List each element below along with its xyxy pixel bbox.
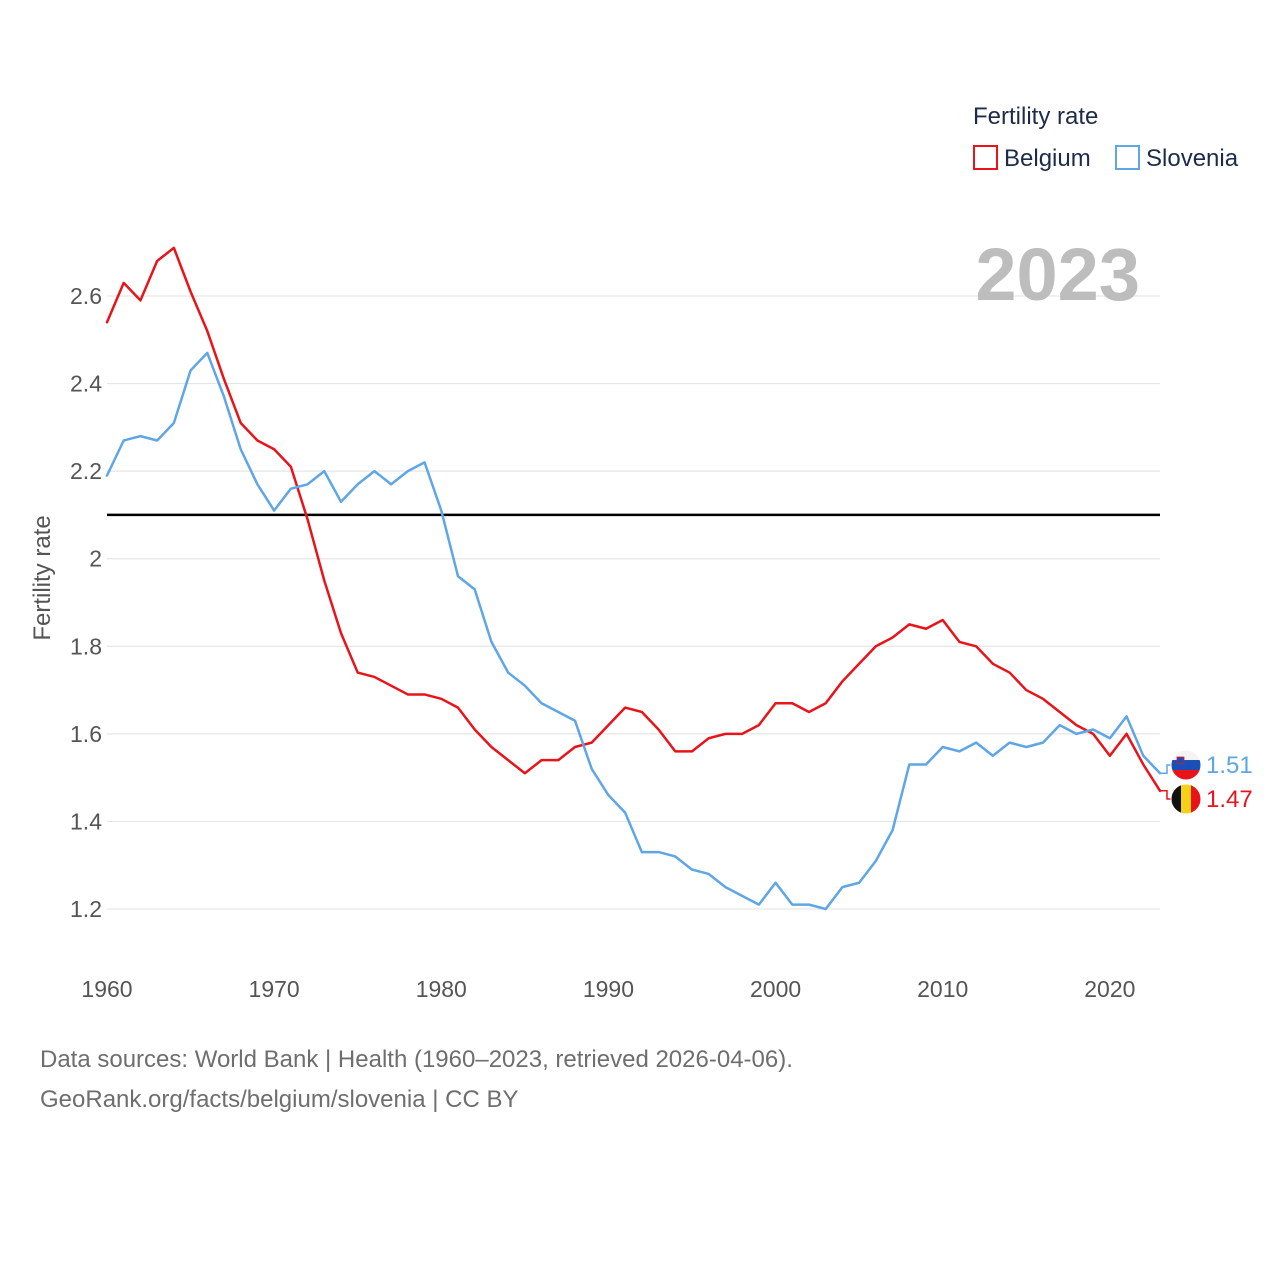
source-footer: Data sources: World Bank | Health (1960–… [40, 1040, 793, 1120]
attribution-line: GeoRank.org/facts/belgium/slovenia | CC … [40, 1086, 519, 1113]
x-tick-label: 1970 [249, 976, 300, 1002]
y-axis-ticks: 1.2 1.4 1.6 1.8 2 2.2 2.4 2.6 [70, 283, 102, 922]
y-tick-label: 1.4 [70, 808, 102, 834]
y-axis-label: Fertility rate [29, 515, 56, 640]
y-tick-label: 2.6 [70, 283, 102, 309]
legend-label-slovenia[interactable]: Slovenia [1146, 145, 1239, 172]
belgium-flag-icon [1170, 783, 1202, 815]
legend-swatch-belgium[interactable] [973, 145, 998, 170]
x-tick-label: 2010 [917, 976, 968, 1002]
y-tick-label: 1.6 [70, 721, 102, 747]
legend-swatch-slovenia[interactable] [1115, 145, 1140, 170]
y-tick-label: 2.2 [70, 458, 102, 484]
x-tick-label: 1960 [81, 976, 132, 1002]
y-tick-label: 2.4 [70, 371, 102, 397]
legend: Fertility rate Belgium Slovenia [973, 103, 1239, 172]
end-value-slovenia: 1.51 [1206, 752, 1253, 779]
x-tick-label: 1990 [583, 976, 634, 1002]
source-line: Data sources: World Bank | Health (1960–… [40, 1046, 793, 1073]
year-label: 2023 [975, 233, 1140, 316]
legend-title: Fertility rate [973, 103, 1098, 130]
end-connector-belgium [1160, 790, 1171, 800]
y-tick-label: 2 [89, 546, 102, 572]
y-tick-label: 1.8 [70, 633, 102, 659]
grid-lines [107, 295, 1160, 910]
y-tick-label: 1.2 [70, 896, 102, 922]
x-tick-label: 2000 [750, 976, 801, 1002]
x-tick-label: 2020 [1084, 976, 1135, 1002]
series-lines [105, 246, 1162, 911]
end-markers: 1.51 1.47 [1160, 749, 1253, 815]
x-axis-ticks: 1960 1970 1980 1990 2000 2010 2020 [81, 976, 1135, 1002]
end-connector-slovenia [1160, 764, 1171, 775]
legend-label-belgium[interactable]: Belgium [1004, 145, 1091, 172]
x-tick-label: 1980 [416, 976, 467, 1002]
series-line-slovenia [105, 351, 1162, 911]
series-line-belgium [105, 246, 1162, 793]
end-value-belgium: 1.47 [1206, 786, 1253, 813]
slovenia-flag-icon [1170, 749, 1202, 781]
